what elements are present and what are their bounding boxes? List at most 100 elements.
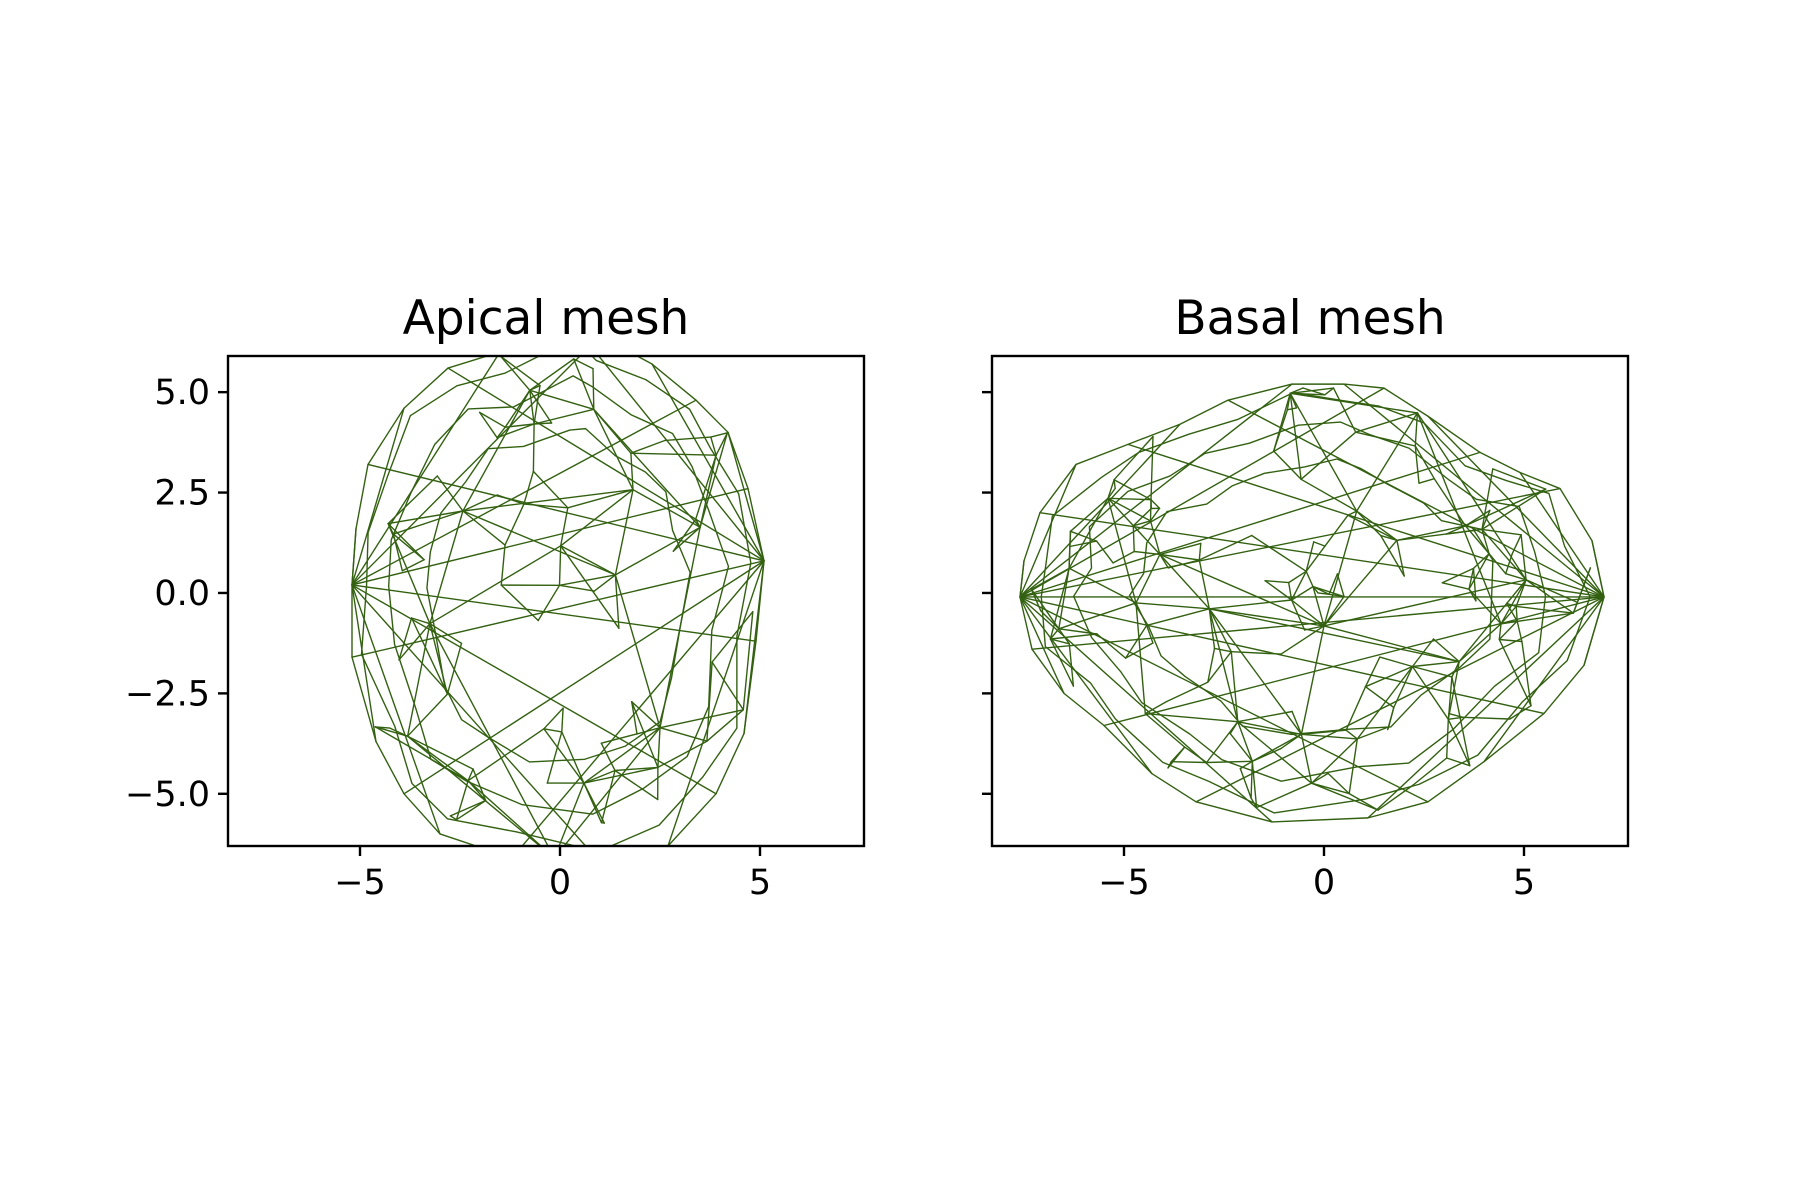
x-tick-label: 0 (1313, 863, 1335, 903)
mesh-edge (351, 356, 581, 586)
mesh-edge (1289, 387, 1335, 394)
mesh-edge (711, 661, 744, 711)
mesh-edge (1019, 596, 1153, 775)
mesh-edge (706, 709, 744, 742)
mesh-edge (1364, 665, 1414, 688)
mesh-edge (1481, 528, 1490, 555)
mesh-edge (1520, 534, 1527, 581)
x-tick-label: 0 (549, 863, 571, 903)
mesh-edge (1049, 567, 1070, 640)
mesh-edge (600, 742, 616, 772)
mesh-edge (529, 389, 535, 425)
mesh-edge (478, 411, 506, 428)
mesh-edge (1445, 757, 1471, 767)
mesh-edge (496, 423, 535, 439)
mesh-edge (1135, 602, 1148, 627)
axes-frame (226, 354, 866, 848)
mesh-edge (1432, 638, 1460, 663)
mesh-edge (429, 623, 549, 846)
mesh-edge (657, 727, 661, 769)
mesh-edge (1583, 596, 1605, 666)
mesh-edge (1230, 651, 1282, 655)
mesh-edge (1387, 706, 1395, 728)
mesh-edge (1305, 570, 1314, 588)
mesh-edge (1229, 732, 1254, 762)
mesh-edge (573, 358, 595, 410)
mesh-edge (1069, 497, 1109, 532)
mesh-edge (351, 584, 377, 743)
mesh-edge (1300, 625, 1325, 735)
mesh-edge (1328, 573, 1339, 595)
mesh-edge (1481, 468, 1494, 531)
mesh-edge (1312, 585, 1325, 627)
mesh-edge (478, 411, 498, 439)
mesh-edge (406, 693, 449, 737)
mesh-edge (1107, 497, 1152, 501)
mesh-edge (1396, 528, 1483, 541)
mesh-edge (1213, 647, 1233, 653)
mesh-edge (1113, 479, 1152, 501)
mesh-edge (1411, 757, 1448, 787)
mesh-edge (1418, 478, 1436, 484)
mesh-edge (631, 701, 659, 769)
mesh-edge (1030, 567, 1070, 590)
mesh-edge (1237, 721, 1303, 735)
mesh-edge (1165, 681, 1209, 703)
mesh-edge (695, 454, 717, 520)
mesh-edge (496, 494, 525, 505)
mesh-edge (657, 740, 708, 769)
mesh-edge (1451, 660, 1460, 678)
mesh-edge (1019, 383, 1293, 598)
mesh-edge (1144, 712, 1186, 748)
mesh-edge (429, 623, 463, 644)
mesh-edge (1379, 656, 1414, 668)
mesh-edge (593, 574, 617, 592)
mesh-edge (1058, 628, 1071, 645)
mesh-edge (462, 494, 498, 512)
mesh-edge (410, 617, 431, 625)
mesh-edge (367, 463, 765, 562)
mesh-edge (1411, 665, 1450, 720)
mesh-edge (462, 389, 531, 512)
mesh-edge (1336, 573, 1345, 598)
mesh-edge (1348, 738, 1359, 795)
mesh-edge (1124, 624, 1148, 659)
mesh-edge (1525, 579, 1579, 604)
mesh-edge (1113, 435, 1154, 481)
mesh-edge (560, 545, 617, 576)
mesh-edge (600, 733, 638, 744)
mesh-edge (631, 701, 638, 735)
mesh-edge (1208, 608, 1233, 653)
mesh-edge (1170, 761, 1208, 764)
mesh-edge (1150, 435, 1154, 501)
mesh-edge (631, 701, 661, 729)
mesh-edge (1312, 541, 1326, 547)
panel-basal: Basal mesh −5 0 5 (982, 291, 1630, 903)
mesh-edge (567, 489, 634, 509)
mesh-edge (351, 584, 441, 835)
mesh-edge (1068, 643, 1075, 687)
axes-frame (990, 354, 1630, 848)
mesh-edge (1500, 579, 1527, 625)
mesh-edge (1069, 530, 1098, 542)
mesh-edge (1355, 412, 1419, 512)
mesh-edge (614, 574, 620, 629)
mesh-edge (1377, 784, 1414, 811)
mesh-edge (1367, 596, 1605, 819)
mesh-edge (1488, 553, 1507, 575)
mesh-edge (1500, 605, 1517, 625)
mesh-edge (1498, 638, 1523, 643)
mesh-edge (1310, 772, 1329, 784)
mesh-edge (1019, 387, 1385, 598)
mesh-edge (1250, 534, 1307, 572)
mesh-edge (1149, 499, 1152, 522)
mesh-edge (1481, 528, 1522, 536)
mesh-edge (1310, 782, 1379, 811)
mesh-edge (1515, 605, 1546, 611)
mesh-edge (1354, 431, 1417, 447)
mesh-edge (1355, 510, 1382, 537)
mesh-edge (1132, 520, 1152, 527)
mesh-edge (1310, 738, 1359, 784)
mesh-edge (710, 432, 729, 438)
mesh-edge (429, 545, 562, 625)
